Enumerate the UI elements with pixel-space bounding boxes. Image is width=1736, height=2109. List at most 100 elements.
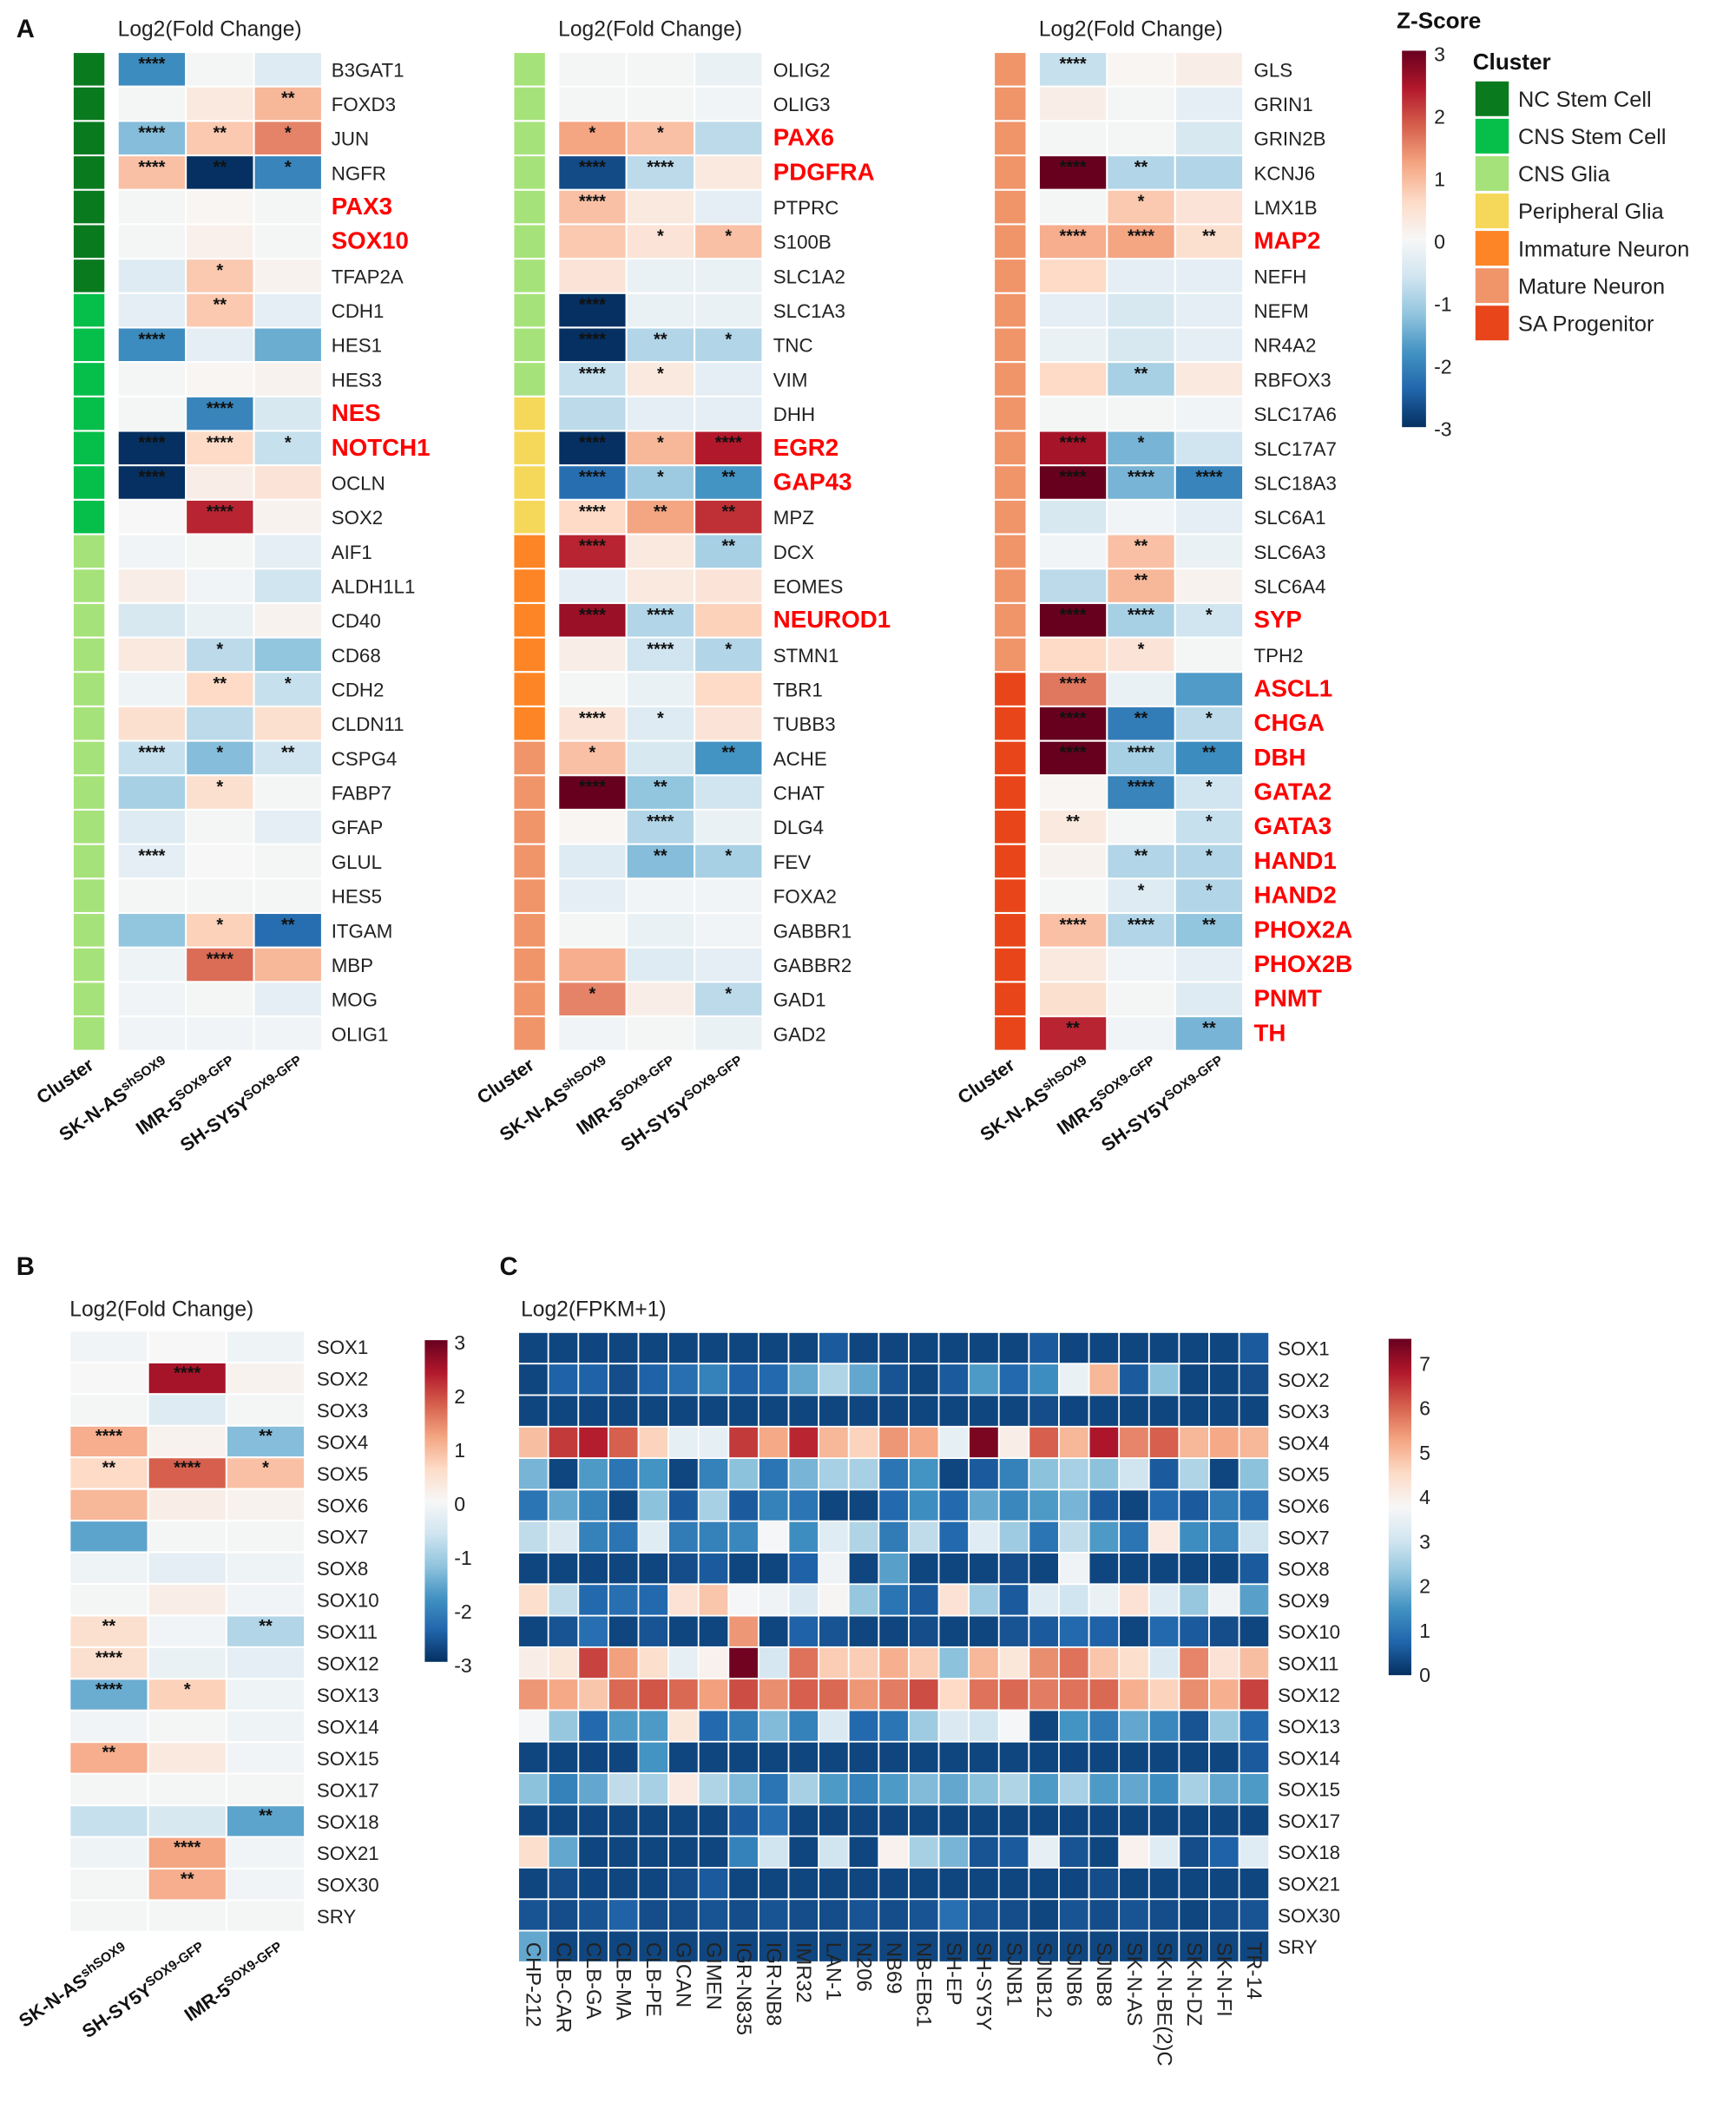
heatmap-cell	[187, 225, 253, 258]
zscore-tick-label: 0	[1434, 231, 1445, 253]
gene-label: SOX30	[1278, 1905, 1340, 1927]
heatmap-cell	[695, 156, 762, 189]
heatmap-cell	[1089, 1647, 1119, 1679]
heatmap-cell	[148, 1837, 226, 1868]
heatmap-cell	[187, 363, 253, 396]
cell-line-label: CLB-CAR	[551, 1942, 575, 2033]
heatmap-cell	[1175, 363, 1243, 396]
significance-stars: **	[722, 744, 736, 763]
cell-line-label: CLB-MA	[611, 1942, 635, 2020]
heatmap-cell	[1120, 1490, 1148, 1521]
heatmap-cell	[970, 1521, 998, 1553]
heatmap-cell	[1149, 1553, 1179, 1584]
heatmap-cell	[1240, 1679, 1269, 1710]
heatmap-cell	[909, 1868, 938, 1899]
significance-stars: *	[725, 227, 732, 246]
heatmap-layer: **** B3GAT1** FOXD3**** ** * JUN**** ** * NGFRPA…	[15, 43, 1689, 2066]
cluster-cell	[514, 1017, 545, 1050]
heatmap-cell	[118, 293, 186, 327]
heatmap-cell	[1149, 1490, 1179, 1521]
heatmap-cell	[789, 1900, 819, 1930]
heatmap-cell	[970, 1616, 998, 1646]
heatmap-cell	[909, 1647, 938, 1679]
gene-label: DHH	[773, 404, 815, 425]
heatmap-cell	[789, 1742, 819, 1773]
heatmap-cell	[668, 1332, 698, 1363]
heatmap-cell	[639, 1616, 668, 1646]
heatmap-cell	[1240, 1332, 1269, 1363]
heatmap-cell	[627, 397, 694, 430]
heatmap-cell	[879, 1836, 908, 1868]
heatmap-cell	[909, 1553, 938, 1584]
heatmap-cell	[1059, 1427, 1088, 1458]
heatmap-cell	[1175, 466, 1243, 499]
significance-stars: ****	[1060, 916, 1087, 935]
gene-label: PTPRC	[773, 197, 839, 219]
heatmap-cell	[70, 1363, 148, 1394]
heatmap-cell	[148, 1331, 226, 1362]
significance-stars: ****	[1060, 227, 1087, 246]
heatmap-cell	[1108, 914, 1174, 947]
heatmap-cell	[148, 1426, 226, 1457]
gene-label: SOX17	[317, 1779, 379, 1801]
heatmap-cell	[1089, 1459, 1119, 1489]
heatmap-cell	[699, 1364, 728, 1395]
heatmap-cell	[819, 1521, 848, 1553]
significance-stars: **	[102, 1617, 116, 1636]
heatmap-cell	[118, 776, 186, 809]
heatmap-cell	[819, 1616, 848, 1646]
heatmap-cell	[1120, 1585, 1148, 1615]
heatmap-cell	[699, 1900, 728, 1930]
heatmap-cell	[695, 122, 762, 154]
heatmap-cell	[70, 1806, 148, 1836]
cluster-cell	[514, 500, 545, 534]
significance-stars: **	[102, 1744, 116, 1763]
heatmap-cell	[549, 1868, 578, 1899]
heatmap-cell	[1059, 1459, 1088, 1489]
heatmap-cell	[1149, 1805, 1179, 1836]
heatmap-cell	[559, 363, 626, 396]
gene-label: SOX21	[1278, 1874, 1340, 1895]
heatmap-cell	[627, 741, 694, 775]
heatmap-cell	[1209, 1585, 1239, 1615]
gene-label: CSPG4	[332, 748, 398, 770]
heatmap-cell	[1108, 190, 1174, 224]
heatmap-cell	[559, 535, 626, 568]
heatmap-cell	[187, 500, 253, 534]
heatmap-cell	[187, 156, 253, 189]
significance-stars: *	[657, 227, 664, 246]
heatmap-cell	[1175, 844, 1243, 878]
heatmap-cell	[639, 1868, 668, 1899]
heatmap-cell	[819, 1585, 848, 1615]
heatmap-cell	[1149, 1679, 1179, 1710]
heatmap-cell	[909, 1805, 938, 1836]
heatmap-cell	[789, 1364, 819, 1395]
heatmap-cell	[187, 1017, 253, 1050]
heatmap-cell	[1180, 1647, 1209, 1679]
cluster-cell	[995, 706, 1026, 740]
heatmap-cell	[668, 1396, 698, 1426]
heatmap-cell	[1175, 260, 1243, 292]
heatmap-cell	[1108, 673, 1174, 706]
heatmap-cell	[819, 1647, 848, 1679]
gene-label: SOX7	[1278, 1527, 1330, 1548]
heatmap-cell	[729, 1427, 758, 1458]
heatmap-cell	[1175, 397, 1243, 430]
gene-label: HAND2	[1253, 882, 1336, 909]
heatmap-cell	[695, 500, 762, 534]
heatmap-cell	[999, 1616, 1029, 1646]
heatmap-cell	[1059, 1836, 1088, 1868]
heatmap-cell	[579, 1836, 608, 1868]
heatmap-cell	[227, 1489, 305, 1520]
significance-stars: **	[259, 1617, 273, 1636]
heatmap-cell	[627, 328, 694, 362]
heatmap-cell	[518, 1364, 548, 1395]
heatmap-cell	[118, 879, 186, 912]
heatmap-cell	[849, 1836, 878, 1868]
heatmap-cell	[227, 1521, 305, 1552]
heatmap-cell	[227, 1553, 305, 1583]
heatmap-cell	[1029, 1647, 1059, 1679]
significance-stars: **	[259, 1427, 273, 1446]
heatmap-cell	[627, 706, 694, 740]
